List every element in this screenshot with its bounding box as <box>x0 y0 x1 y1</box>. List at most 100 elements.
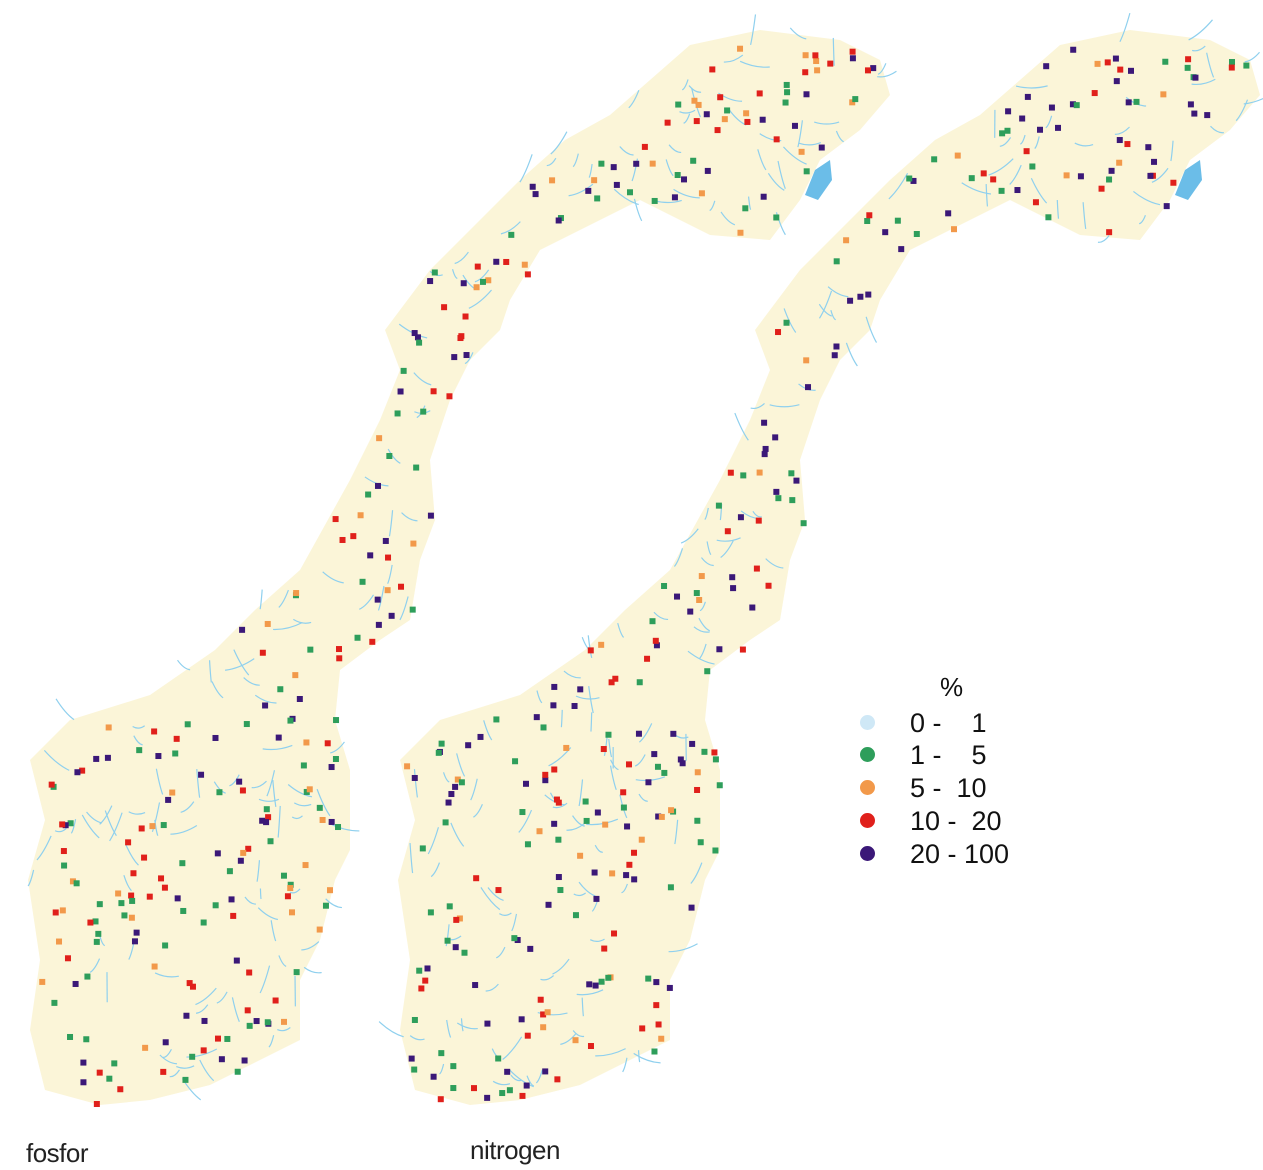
river-line <box>510 1074 522 1082</box>
river-line <box>195 1004 209 1014</box>
station-marker <box>504 1068 511 1075</box>
station-marker <box>789 497 796 504</box>
station-marker <box>386 452 393 459</box>
station-marker <box>189 983 196 990</box>
station-marker <box>272 997 279 1004</box>
river-line <box>225 658 255 671</box>
station-marker <box>52 909 59 916</box>
station-marker <box>264 620 271 627</box>
station-marker <box>438 740 445 747</box>
station-marker <box>677 756 684 763</box>
station-marker <box>104 754 111 761</box>
station-marker <box>693 590 700 597</box>
river-line <box>439 1063 445 1075</box>
station-marker <box>712 756 719 763</box>
river-line <box>254 694 277 704</box>
river-line <box>1133 190 1161 206</box>
station-marker <box>688 904 695 911</box>
station-marker <box>445 799 452 806</box>
station-marker <box>115 890 122 897</box>
station-marker <box>1185 56 1192 63</box>
river-line <box>104 810 117 836</box>
river-line <box>151 802 161 833</box>
river-line <box>99 936 106 947</box>
station-marker <box>398 583 405 590</box>
station-marker <box>1108 167 1115 174</box>
station-marker <box>651 1048 658 1055</box>
river-line <box>109 812 123 842</box>
river-line <box>595 1048 626 1057</box>
station-marker <box>968 175 975 182</box>
station-marker <box>587 647 594 654</box>
river-line <box>752 510 762 518</box>
river-line <box>674 819 679 845</box>
station-marker <box>293 590 300 597</box>
station-marker <box>773 488 780 495</box>
river-line <box>196 768 201 798</box>
station-marker <box>493 716 500 723</box>
station-marker <box>651 751 658 758</box>
river-line <box>55 698 75 721</box>
river-line <box>536 690 543 704</box>
river-line <box>673 548 684 567</box>
station-marker <box>293 969 300 976</box>
station-marker <box>198 771 205 778</box>
river-line <box>208 660 212 683</box>
station-marker <box>133 929 140 936</box>
river-line <box>262 744 293 751</box>
legend-label: 0 - 1 <box>910 708 987 738</box>
station-marker <box>1117 66 1124 73</box>
station-marker <box>610 164 617 171</box>
river-line <box>413 372 432 386</box>
station-marker <box>130 870 137 877</box>
station-marker <box>537 996 544 1003</box>
station-marker <box>413 464 420 471</box>
river-line <box>1210 125 1224 134</box>
river-line <box>259 888 262 900</box>
station-marker <box>369 638 376 645</box>
station-marker <box>818 144 825 151</box>
station-marker <box>484 1094 491 1101</box>
station-marker <box>742 205 749 212</box>
station-marker <box>906 175 913 182</box>
station-marker <box>180 907 187 914</box>
river-line <box>767 173 785 191</box>
station-marker <box>411 1066 418 1073</box>
station-marker <box>332 516 339 523</box>
station-marker <box>533 714 540 721</box>
river-line <box>680 528 699 544</box>
river-line <box>155 768 164 795</box>
river-line <box>303 966 322 974</box>
station-marker <box>524 841 531 848</box>
river-line <box>1119 12 1131 43</box>
station-marker <box>743 110 750 117</box>
station-marker <box>540 724 547 731</box>
river-line <box>413 769 418 798</box>
station-marker <box>96 901 103 908</box>
river-line <box>186 1048 218 1058</box>
station-marker <box>1162 58 1169 65</box>
station-marker <box>1032 199 1039 206</box>
station-marker <box>582 798 589 805</box>
river-line <box>832 37 835 66</box>
station-marker <box>184 721 191 728</box>
river-line <box>387 448 401 464</box>
station-marker <box>1094 60 1101 67</box>
river-line <box>769 404 800 408</box>
river-line <box>36 835 52 861</box>
river-line <box>750 403 765 410</box>
legend-label: 1 - 5 <box>910 740 987 770</box>
station-marker <box>608 679 615 686</box>
river-line <box>845 342 858 367</box>
legend-swatch-icon <box>860 813 875 828</box>
river-line <box>511 913 518 932</box>
station-marker <box>239 787 246 794</box>
station-marker <box>214 850 221 857</box>
station-marker <box>625 761 632 768</box>
station-marker <box>756 90 763 97</box>
station-marker <box>803 168 810 175</box>
station-marker <box>1048 104 1055 111</box>
station-marker <box>456 915 463 922</box>
station-marker <box>384 587 391 594</box>
river-line <box>133 735 143 746</box>
